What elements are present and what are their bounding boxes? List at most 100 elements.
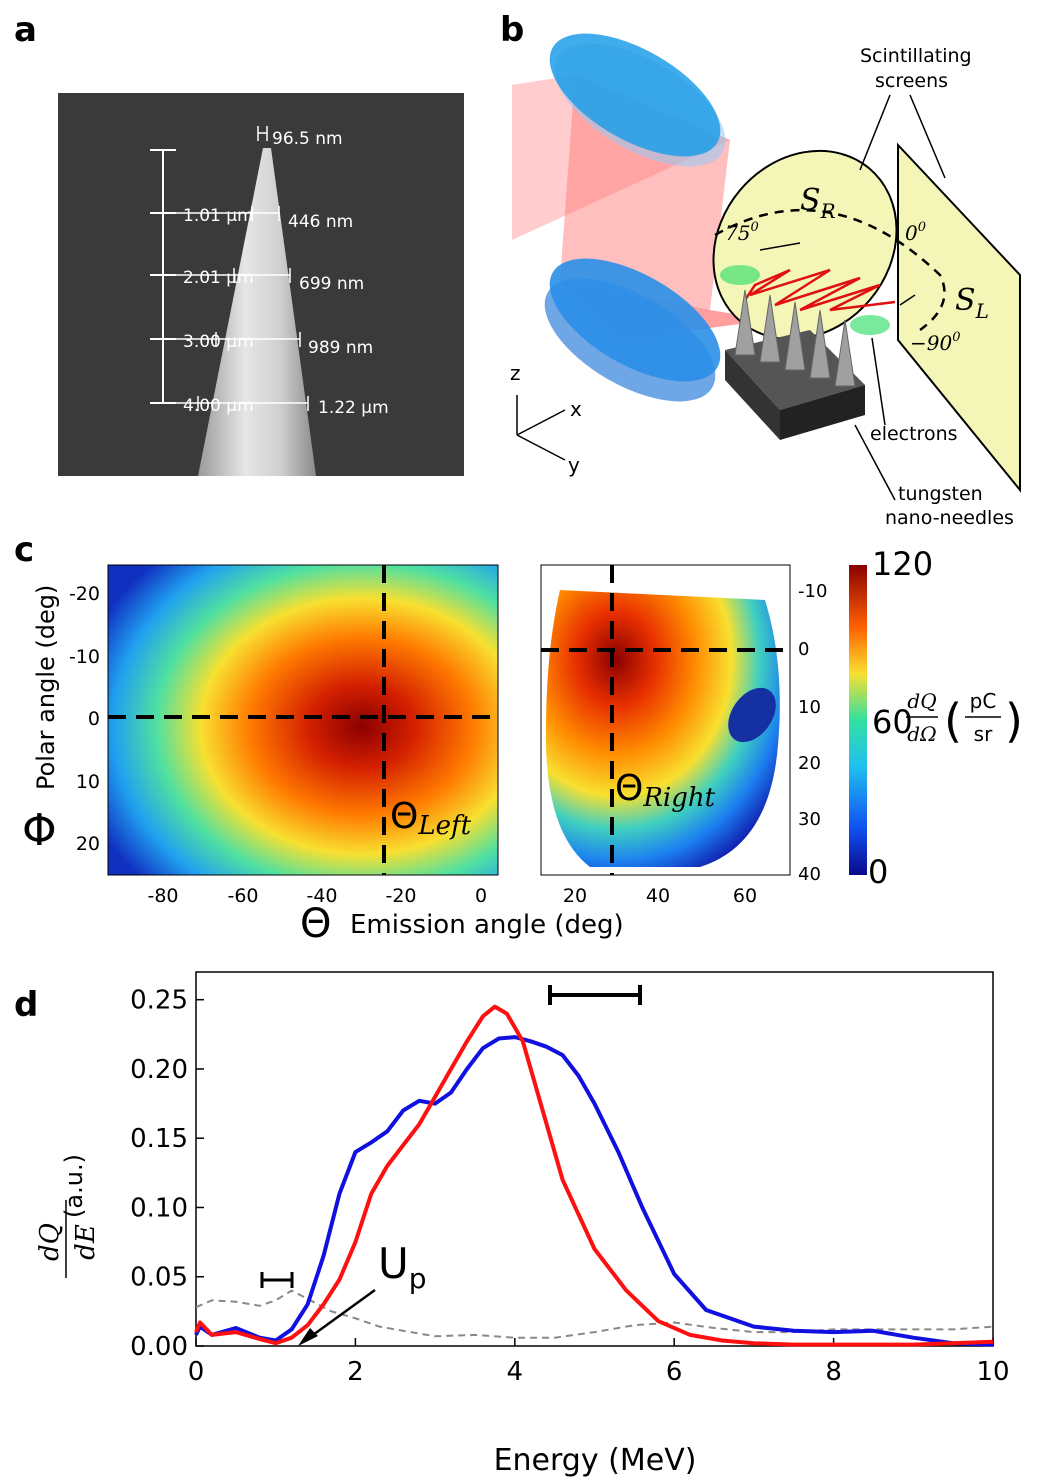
colorbar-unit-label: dQ dΩ ( pC sr ) xyxy=(906,689,1023,748)
colorbar-tick-min: 0 xyxy=(868,853,888,891)
svg-text:dΩ: dΩ xyxy=(907,722,936,746)
svg-text:40: 40 xyxy=(646,885,670,907)
scintillating-label-2: screens xyxy=(875,70,948,92)
scale-label-1: 1.01 µm xyxy=(183,206,254,226)
x-ticks: 0 2 4 6 8 10 xyxy=(188,1338,1010,1387)
screen-left-label: SL xyxy=(955,283,989,323)
colorbar xyxy=(849,565,867,875)
svg-text:10: 10 xyxy=(798,697,821,718)
svg-text:0: 0 xyxy=(475,885,487,907)
theta-symbol: Θ xyxy=(300,901,331,945)
up-arrow xyxy=(305,1288,376,1342)
small-error-bar xyxy=(260,1272,294,1288)
panel-label-b: b xyxy=(500,10,525,50)
svg-text:-80: -80 xyxy=(147,885,178,907)
angle-0-label: 00 xyxy=(905,220,926,245)
mirror-bottom xyxy=(549,258,721,382)
width-markers xyxy=(163,126,309,411)
theta-right-label: ΘRight xyxy=(615,768,716,813)
angle-arc xyxy=(714,209,946,332)
svg-text:sr: sr xyxy=(974,722,993,746)
svg-text:-40: -40 xyxy=(306,885,337,907)
y-tick-label: 0.05 xyxy=(130,1263,188,1293)
svg-text:-20: -20 xyxy=(69,583,100,605)
phi-symbol: Φ xyxy=(22,805,57,856)
series-line-2 xyxy=(195,1289,994,1339)
needle-base-front xyxy=(780,385,865,440)
x-axis-label: Energy (MeV) xyxy=(494,1443,697,1478)
laser-zigzag xyxy=(743,268,896,312)
svg-text:40: 40 xyxy=(798,864,821,885)
axis-z-label: z xyxy=(510,361,521,385)
up-annotation: Up xyxy=(378,1239,427,1295)
needles xyxy=(734,289,856,387)
emission-angle-label: Emission angle (deg) xyxy=(350,910,624,940)
width-label-3: 699 nm xyxy=(299,274,364,294)
panel-c-heatmaps: -20 -10 0 10 20 -80 -60 -40 -20 0 ΘLeft … xyxy=(22,545,1023,945)
tungsten-label-1: tungsten xyxy=(898,483,983,505)
needle-base-side xyxy=(725,350,780,440)
mirror-top xyxy=(549,33,721,157)
svg-text:(: ( xyxy=(944,694,962,748)
x-tick-label: 8 xyxy=(825,1357,842,1387)
x-tick-label: 10 xyxy=(976,1357,1009,1387)
electron-spot-left xyxy=(850,315,890,335)
polar-angle-label: Polar angle (deg) xyxy=(32,585,60,790)
scale-label-3: 3.00 µm xyxy=(183,332,254,352)
svg-text:20: 20 xyxy=(563,885,587,907)
svg-text:0: 0 xyxy=(798,639,809,660)
width-label-4: 989 nm xyxy=(308,338,373,358)
screen-left xyxy=(897,142,1021,493)
svg-text:20: 20 xyxy=(76,833,100,855)
axis-y-label: y xyxy=(568,453,580,477)
y-tick-label: 0.20 xyxy=(130,1055,188,1085)
svg-text:20: 20 xyxy=(798,753,821,774)
right-heatmap xyxy=(545,590,780,867)
screen-right-label: SR xyxy=(800,183,836,223)
series-line-1 xyxy=(194,1004,994,1347)
svg-text:dE: dE xyxy=(71,1224,101,1260)
panel-b-schematic: z x y Scintillating screens SR SL 750 00… xyxy=(510,33,1021,529)
svg-text:-20: -20 xyxy=(385,885,416,907)
coordinate-axes xyxy=(516,395,566,461)
x-tick-label: 0 xyxy=(188,1357,205,1387)
svg-text:10: 10 xyxy=(76,771,100,793)
width-label-5: 1.22 µm xyxy=(318,398,389,418)
svg-text:0: 0 xyxy=(88,708,100,730)
panel-label-c: c xyxy=(14,530,35,570)
electron-spot-right xyxy=(720,265,760,285)
y-ticks: 0.00 0.05 0.10 0.15 0.20 0.25 xyxy=(130,986,204,1362)
panel-d-spectrum: 0.00 0.05 0.10 0.15 0.20 0.25 0 2 4 6 8 10 Up Ener… xyxy=(35,971,1010,1478)
scintillating-label-1: Scintillating xyxy=(860,45,972,67)
colorbar-tick-max: 120 xyxy=(872,545,933,583)
left-xticks: -80 -60 -40 -20 0 xyxy=(147,885,487,907)
right-yticks: -10 0 10 20 30 40 xyxy=(798,581,827,885)
y-tick-label: 0.15 xyxy=(130,1124,188,1154)
electrons-label: electrons xyxy=(870,423,958,445)
svg-text:30: 30 xyxy=(798,809,821,830)
plot-frame xyxy=(195,971,994,1347)
needle-tip xyxy=(198,148,316,476)
right-heatmap-shadow xyxy=(728,687,776,743)
energy-error-bar xyxy=(548,985,642,1005)
tungsten-label-2: nano-needles xyxy=(885,507,1014,529)
angle-75-label: 750 xyxy=(725,220,759,245)
theta-left-label: ΘLeft xyxy=(390,796,472,841)
left-heatmap xyxy=(108,565,498,875)
x-tick-label: 4 xyxy=(507,1357,524,1387)
right-xticks: 20 40 60 xyxy=(563,885,757,907)
scale-label-4: 4.00 µm xyxy=(183,396,254,416)
panel-a-sem-image: 96.5 nm 446 nm 699 nm 989 nm 1.22 µm 1.0… xyxy=(58,93,464,476)
angle-m90-label: −900 xyxy=(910,330,961,355)
svg-text:60: 60 xyxy=(733,885,757,907)
svg-text:-10: -10 xyxy=(798,581,827,602)
y-tick-label: 0.00 xyxy=(130,1332,188,1362)
svg-text:(a.u.): (a.u.) xyxy=(60,1154,88,1218)
y-tick-label: 0.25 xyxy=(130,986,188,1016)
curves xyxy=(194,1004,994,1347)
width-label-1: 96.5 nm xyxy=(272,129,343,149)
axis-x-label: x xyxy=(570,397,582,421)
svg-text:): ) xyxy=(1005,694,1023,748)
svg-text:dQ: dQ xyxy=(907,689,936,713)
svg-text:pC: pC xyxy=(970,689,997,713)
